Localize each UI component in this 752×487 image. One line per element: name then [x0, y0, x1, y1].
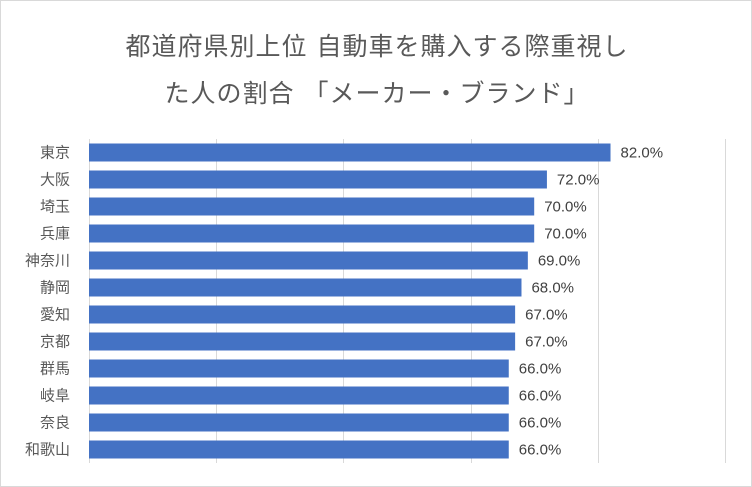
- bar: [89, 440, 509, 459]
- data-label: 68.0%: [531, 280, 574, 297]
- category-label: 東京: [40, 144, 70, 162]
- bar: [89, 386, 509, 405]
- chart-title-line-2: た人の割合 「メーカー・ブランド」: [164, 79, 590, 108]
- bar: [89, 278, 522, 297]
- data-label: 66.0%: [519, 388, 562, 405]
- category-label: 兵庫: [40, 225, 70, 243]
- data-label: 70.0%: [544, 199, 587, 216]
- category-label: 埼玉: [40, 198, 70, 216]
- bar: [89, 305, 516, 324]
- data-label: 70.0%: [544, 226, 587, 243]
- category-label: 大阪: [40, 171, 70, 189]
- data-label: 66.0%: [519, 361, 562, 378]
- data-label: 66.0%: [519, 415, 562, 432]
- category-label: 群馬: [40, 360, 70, 378]
- bar: [89, 413, 509, 432]
- data-label: 69.0%: [538, 253, 581, 270]
- category-label: 神奈川: [25, 252, 70, 270]
- bar: [89, 359, 509, 378]
- bar: [89, 170, 547, 189]
- data-label: 67.0%: [525, 307, 568, 324]
- bar: [89, 332, 516, 351]
- data-label: 67.0%: [525, 334, 568, 351]
- chart-title-line-1: 都道府県別上位 自動車を購入する際重視し: [125, 32, 629, 61]
- category-label: 静岡: [40, 279, 70, 297]
- bar: [89, 224, 535, 243]
- category-label: 和歌山: [25, 441, 70, 459]
- data-label: 72.0%: [557, 172, 600, 189]
- category-label: 岐阜: [40, 387, 70, 405]
- bar: [89, 251, 528, 270]
- category-label: 京都: [40, 333, 70, 351]
- data-label: 82.0%: [621, 145, 664, 162]
- category-label: 愛知: [40, 306, 70, 324]
- bar: [89, 143, 611, 162]
- bar: [89, 197, 535, 216]
- category-label: 奈良: [40, 414, 70, 432]
- data-label: 66.0%: [519, 442, 562, 459]
